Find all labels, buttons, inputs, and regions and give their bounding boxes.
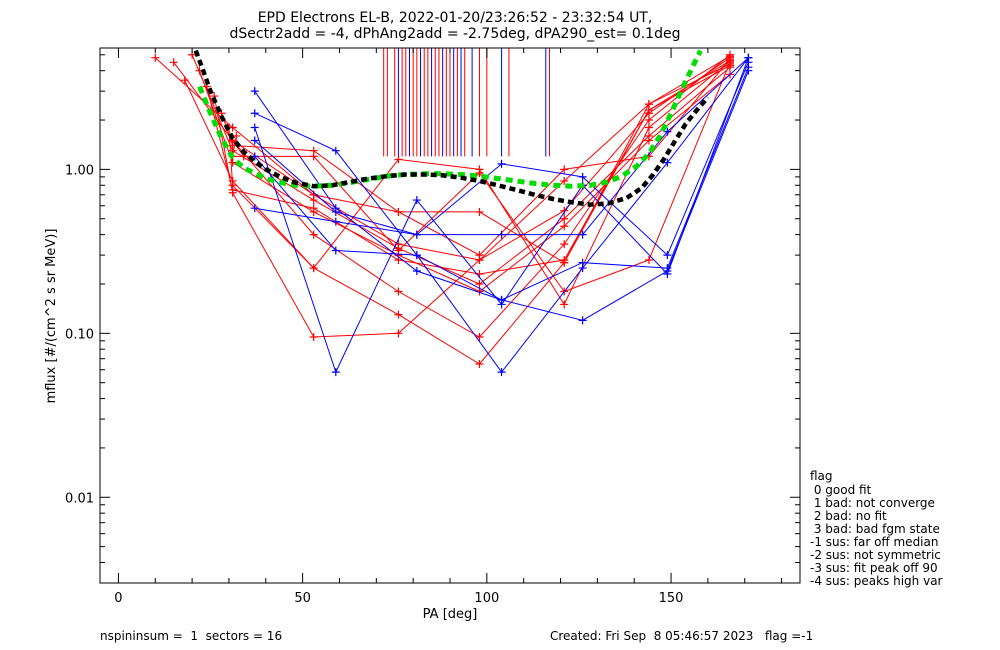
legend-entry: -2 sus: not symmetric — [810, 548, 941, 562]
legend-entry: 1 bad: not converge — [810, 496, 935, 510]
x-axis-label: PA [deg] — [423, 607, 478, 622]
data-point-marker — [560, 176, 569, 185]
legend-entry: -3 sus: fit peak off 90 — [810, 561, 938, 575]
data-point-marker — [169, 58, 178, 67]
data-point-marker — [309, 204, 318, 213]
data-point-marker — [560, 240, 569, 249]
data-point-marker — [560, 258, 569, 267]
data-point-marker — [475, 360, 484, 368]
y-tick-label: 0.01 — [65, 491, 94, 506]
data-point-marker — [228, 181, 237, 190]
data-point-marker — [497, 295, 506, 304]
data-point-marker — [578, 230, 587, 239]
data-point-marker — [331, 217, 340, 226]
footer-left: nspininsum = 1 sectors = 16 — [100, 629, 282, 643]
data-point-marker — [228, 188, 237, 197]
y-axis-label: mflux [#/(cm^2 s sr MeV)] — [44, 229, 59, 404]
data-point-marker — [497, 159, 506, 168]
series-line-8 — [228, 60, 731, 306]
black-fit-curve — [193, 49, 710, 207]
data-point-marker — [560, 222, 569, 231]
data-point-marker — [412, 251, 421, 260]
data-point-marker — [744, 63, 753, 72]
data-point-marker — [726, 55, 734, 64]
data-point-marker — [475, 207, 484, 216]
data-point-marker — [663, 251, 672, 260]
data-point-marker — [497, 368, 506, 377]
data-point-marker — [578, 316, 587, 325]
data-point-marker — [180, 76, 189, 85]
x-tick-label: 0 — [114, 591, 122, 606]
data-point-marker — [151, 53, 160, 62]
legend-entry: -1 sus: far off median — [810, 535, 938, 549]
series-line-2 — [184, 63, 731, 365]
data-point-marker — [644, 123, 653, 132]
series-line-0 — [154, 57, 731, 261]
data-point-marker — [475, 251, 484, 260]
y-tick-label: 0.10 — [65, 327, 94, 342]
x-tick-label: 150 — [659, 591, 684, 606]
data-point-marker — [644, 116, 653, 125]
legend-entry: -4 sus: peaks high var — [810, 574, 943, 588]
data-point-marker — [644, 136, 653, 145]
data-point-marker — [644, 106, 653, 115]
chart-subtitle: dSectr2add = -4, dPhAng2add = -2.75deg, … — [230, 26, 681, 42]
data-point-marker — [331, 146, 340, 155]
data-point-marker — [412, 266, 421, 275]
data-point-marker — [560, 206, 569, 215]
data-point-marker — [309, 264, 318, 273]
legend-title: flag — [810, 469, 833, 483]
data-point-marker — [309, 230, 318, 239]
data-point-marker — [394, 155, 403, 164]
series-line-3 — [191, 54, 731, 285]
data-point-marker — [560, 165, 569, 174]
data-point-marker — [394, 246, 403, 255]
data-point-marker — [394, 207, 403, 216]
data-point-marker — [644, 256, 653, 265]
data-point-marker — [309, 152, 318, 161]
data-point-marker — [497, 230, 506, 239]
green-fit-curve — [197, 49, 703, 189]
data-point-marker — [250, 123, 259, 132]
data-point-marker — [663, 158, 672, 167]
data-point-marker — [250, 109, 259, 118]
data-point-marker — [331, 368, 340, 377]
x-tick-label: 50 — [294, 591, 311, 606]
data-point-marker — [394, 329, 403, 338]
data-point-marker — [394, 310, 403, 319]
data-point-marker — [250, 136, 259, 145]
legend-entry: 2 bad: no fit — [810, 509, 887, 523]
data-point-marker — [250, 204, 259, 213]
footer-right: Created: Fri Sep 8 05:46:57 2023 flag =-… — [550, 629, 813, 643]
data-point-marker — [412, 196, 421, 205]
y-tick-label: 1.00 — [65, 163, 94, 178]
data-point-marker — [331, 207, 340, 216]
plot-axes: 0 50 100 150 0.01 0.10 1.00 — [65, 47, 801, 606]
data-point-marker — [394, 287, 403, 296]
series-line-10 — [232, 58, 731, 256]
series-line-6 — [213, 55, 731, 338]
legend-entry: 0 good fit — [810, 483, 872, 497]
flag-legend: flag 0 good fit 1 bad: not converge 2 ba… — [810, 469, 943, 588]
x-tick-label: 100 — [474, 591, 499, 606]
data-point-marker — [331, 246, 340, 255]
chart-title: EPD Electrons EL-B, 2022-01-20/23:26:52 … — [258, 10, 653, 26]
data-point-marker — [412, 230, 421, 239]
data-point-marker — [578, 172, 587, 181]
data-point-marker — [475, 169, 484, 178]
data-point-marker — [578, 258, 587, 267]
data-point-marker — [475, 332, 484, 341]
data-point-marker — [309, 332, 318, 341]
data-point-marker — [560, 300, 569, 309]
legend-entry: 3 bad: bad fgm state — [810, 522, 940, 536]
data-point-marker — [744, 53, 753, 62]
data-point-marker — [475, 279, 484, 288]
data-point-marker — [560, 214, 569, 223]
series-line-7 — [221, 65, 731, 264]
data-point-marker — [663, 264, 672, 273]
data-point-marker — [250, 87, 259, 96]
